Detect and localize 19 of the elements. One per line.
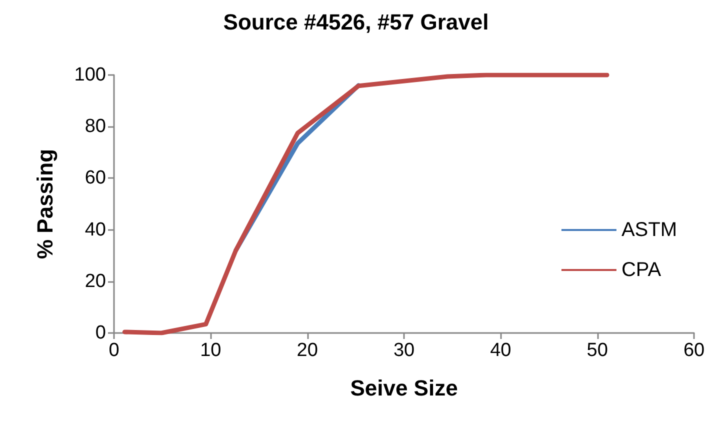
x-tick-label: 50 (586, 340, 608, 361)
legend-label: ASTM (621, 219, 678, 241)
y-tick-label: 20 (84, 270, 106, 292)
y-tick-label: 80 (84, 116, 106, 138)
x-tick-label: 20 (296, 340, 318, 361)
line-series (122, 72, 610, 336)
y-axis-title: % Passing (32, 148, 58, 260)
x-axis-title: Seive Size (350, 376, 458, 400)
x-tick-label: 0 (108, 340, 120, 361)
y-tick-label: 100 (74, 64, 106, 86)
y-tick-label: 0 (95, 322, 106, 344)
y-tick-label: 60 (84, 168, 106, 189)
legend-label: CPA (621, 259, 662, 281)
x-tick-label: 40 (490, 340, 512, 361)
x-tick-label: 60 (683, 340, 705, 361)
x-tick-label: 30 (393, 340, 415, 361)
y-tick-label: 40 (84, 219, 106, 240)
chart-title: Source #4526, #57 Gravel (223, 10, 489, 34)
x-tick-label: 10 (200, 340, 222, 361)
